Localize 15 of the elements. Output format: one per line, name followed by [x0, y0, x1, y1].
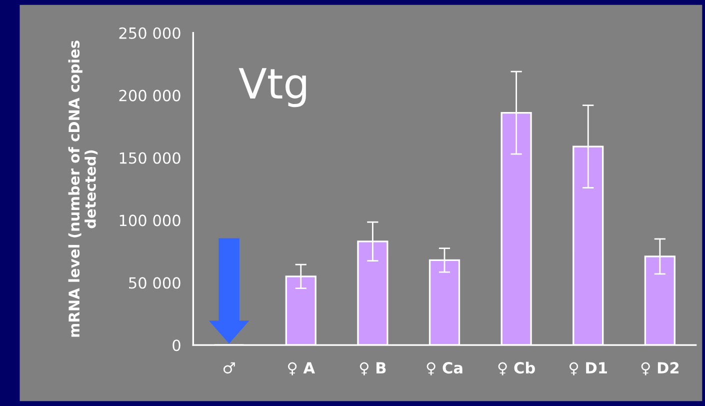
- y-tick-label: 150 000: [120, 152, 180, 164]
- y-tick-label: 0: [172, 340, 180, 352]
- y-tick-label: 100 000: [120, 214, 180, 226]
- y-axis-title: mRNA level (number of cDNA copies detected): [68, 40, 98, 337]
- x-tick-label: ♀ Cb: [498, 362, 535, 376]
- y-tick-label: 200 000: [119, 90, 180, 102]
- x-tick-label: ♀ D1: [570, 362, 607, 376]
- annotation: Vtg: [238, 68, 306, 108]
- y-tick-label: 250 000: [119, 27, 180, 39]
- x-tick-label: ♂: [223, 362, 235, 374]
- y-tick-label: 50 000: [129, 277, 180, 289]
- x-tick-label: ♀ B: [360, 362, 386, 376]
- x-tick-label: ♀ A: [288, 362, 315, 376]
- x-tick-label: ♀ Ca: [426, 362, 462, 376]
- x-tick-label: ♀ D2: [641, 362, 679, 376]
